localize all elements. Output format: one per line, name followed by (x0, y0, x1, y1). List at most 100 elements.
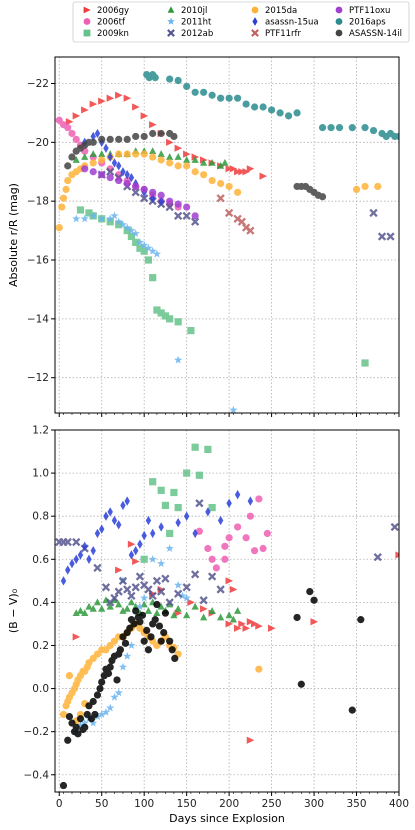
data-point (255, 665, 263, 673)
data-point (123, 226, 131, 235)
data-point (204, 544, 212, 553)
data-point (207, 572, 217, 581)
data-point (144, 607, 153, 614)
data-point (110, 692, 119, 701)
y-tick-label: 1.2 (32, 425, 49, 437)
data-point (234, 523, 242, 531)
data-point (369, 126, 378, 135)
data-point (89, 138, 97, 146)
data-point (174, 162, 182, 170)
data-point (225, 165, 234, 173)
data-point (113, 676, 121, 684)
legend-item: 2006tf (83, 18, 126, 28)
data-point (174, 200, 182, 208)
data-point (104, 669, 113, 678)
data-point (166, 75, 174, 83)
data-point (174, 604, 182, 612)
data-point (174, 76, 182, 85)
data-point (148, 591, 157, 601)
data-point (208, 91, 216, 99)
legend-label: 2011ht (181, 18, 212, 28)
data-point (166, 529, 174, 538)
data-point (191, 602, 199, 610)
data-point (115, 135, 123, 143)
data-point (306, 588, 314, 596)
data-point (127, 591, 136, 601)
data-point (166, 197, 174, 205)
data-point (226, 498, 232, 508)
data-point (140, 637, 148, 645)
data-point (93, 691, 102, 699)
top-panel-magnitude: −22 −20 −18 −16 −14 −12 Absolute r/R (mag) (7, 56, 400, 417)
legend-marker (335, 6, 343, 14)
data-point (90, 131, 96, 142)
data-point (111, 515, 118, 526)
data-point (251, 103, 259, 111)
data-point (183, 150, 191, 158)
data-point (127, 540, 136, 548)
data-point (208, 555, 216, 563)
data-point (224, 208, 234, 218)
data-point (140, 593, 149, 602)
data-point (99, 524, 105, 534)
data-point (242, 100, 250, 108)
legend-box (72, 1, 410, 43)
data-point (259, 172, 268, 180)
data-point (123, 223, 132, 232)
data-point (229, 585, 238, 594)
data-point (216, 585, 225, 594)
data-point (114, 587, 123, 596)
series-asassn-14il (59, 588, 365, 790)
data-point (404, 614, 412, 621)
data-point (106, 602, 114, 610)
data-point (361, 359, 369, 367)
data-point (160, 628, 168, 637)
data-point (149, 528, 156, 539)
data-point (76, 206, 85, 214)
data-point (72, 112, 81, 120)
legend-label: 2010jl (181, 6, 207, 16)
data-point (120, 167, 126, 177)
data-point (158, 196, 164, 206)
data-point (140, 150, 148, 158)
data-point (284, 112, 293, 120)
data-point (144, 646, 153, 654)
data-point (157, 309, 165, 317)
data-point (191, 156, 199, 163)
data-point (140, 132, 148, 141)
legend-label: 2016aps (349, 18, 386, 28)
data-point (98, 171, 106, 179)
data-point (149, 188, 157, 196)
data-point (124, 170, 130, 180)
data-point (377, 232, 387, 241)
legend-item: 2010jl (167, 6, 207, 16)
data-point (140, 112, 149, 120)
data-point (374, 182, 382, 191)
legend-item: asassn-15ua (252, 17, 319, 28)
data-point (106, 663, 114, 671)
data-point (165, 202, 174, 212)
data-point (123, 604, 131, 612)
data-point (103, 143, 109, 153)
data-point (131, 229, 140, 238)
data-point (132, 238, 140, 246)
bottom-panel-color: −0.4 −0.2 0.0 0.2 0.4 0.6 0.8 1.0 1.2 0 50 100 150 2… (7, 425, 412, 826)
data-point (157, 637, 165, 645)
data-point (170, 611, 178, 619)
data-point (149, 147, 157, 155)
data-point (93, 563, 102, 573)
x-tick-label: 0 (56, 798, 63, 810)
data-point (221, 542, 229, 550)
data-point (161, 501, 170, 510)
data-point (119, 607, 127, 614)
data-point (115, 150, 123, 158)
data-point (157, 129, 165, 138)
data-point (69, 558, 75, 569)
data-point (369, 208, 378, 218)
data-point (251, 620, 259, 628)
data-point (115, 600, 123, 608)
legend-item: 2016aps (335, 18, 386, 28)
series-2006tf (195, 495, 271, 572)
data-point (121, 639, 130, 647)
data-point (310, 618, 319, 626)
